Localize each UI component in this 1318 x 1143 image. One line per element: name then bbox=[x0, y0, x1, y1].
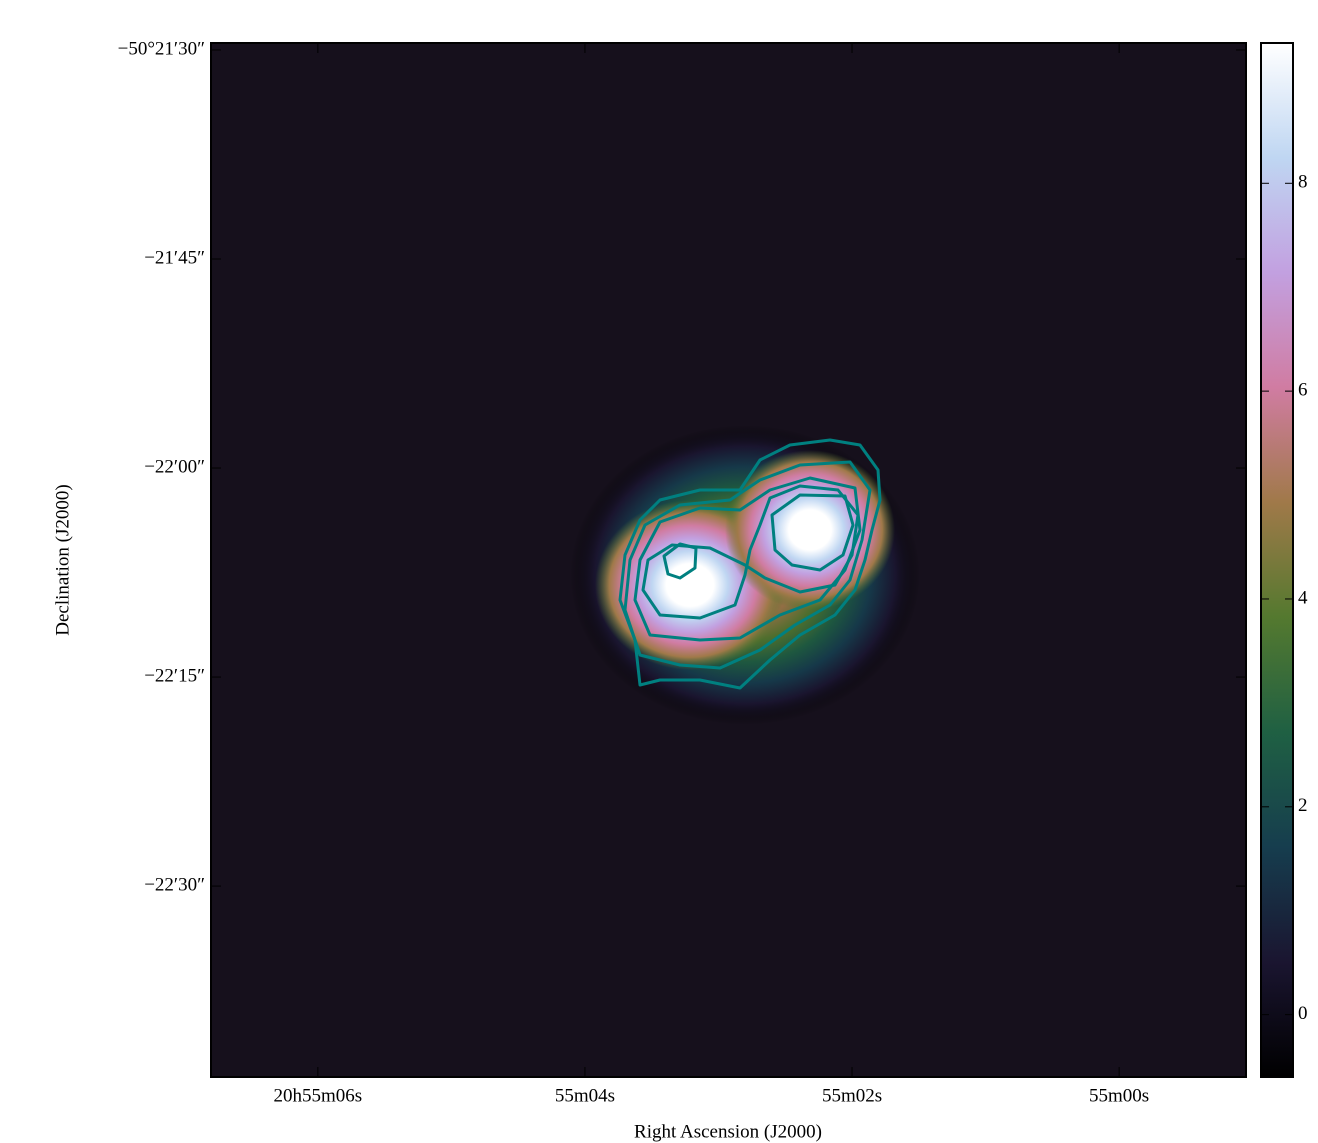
x-tick-label: 55m02s bbox=[822, 1085, 882, 1106]
colorbar-tick-label: 4 bbox=[1298, 587, 1308, 608]
colorbar-tick-label: 0 bbox=[1298, 1003, 1308, 1024]
chart: Right Ascension (J2000) Declination (J20… bbox=[0, 0, 1318, 1143]
colorbar-tick-label: 2 bbox=[1298, 795, 1308, 816]
y-tick-label: −50°21′30″ bbox=[118, 38, 205, 59]
y-tick-label: −22′30″ bbox=[144, 874, 205, 895]
colorbar bbox=[1261, 43, 1293, 1077]
x-tick-label: 55m00s bbox=[1089, 1085, 1149, 1106]
colorbar-tick-label: 6 bbox=[1298, 379, 1308, 400]
x-tick-label: 20h55m06s bbox=[273, 1085, 362, 1106]
x-tick-label: 55m04s bbox=[555, 1085, 615, 1106]
y-tick-label: −22′00″ bbox=[144, 456, 205, 477]
y-axis-label: Declination (J2000) bbox=[52, 484, 73, 635]
colorbar-tick-label: 8 bbox=[1298, 172, 1308, 193]
y-tick-label: −22′15″ bbox=[144, 665, 205, 686]
page: Right Ascension (J2000) Declination (J20… bbox=[0, 0, 1318, 1143]
x-axis-label: Right Ascension (J2000) bbox=[634, 1121, 822, 1142]
y-tick-label: −21′45″ bbox=[144, 247, 205, 268]
